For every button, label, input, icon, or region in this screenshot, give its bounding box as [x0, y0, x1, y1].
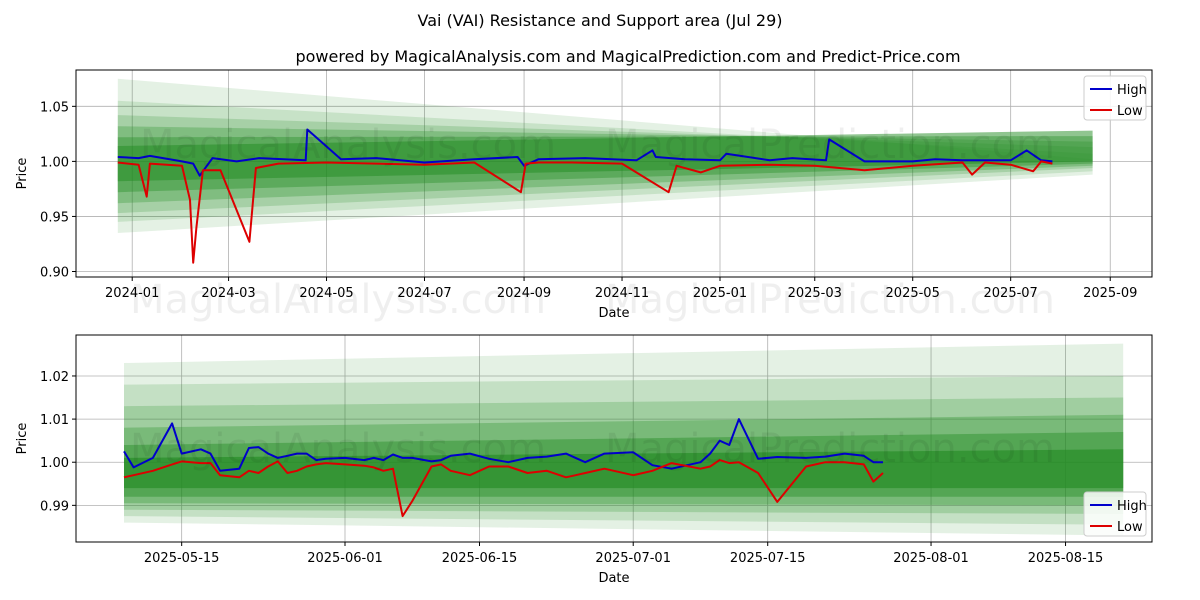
top-chart-frame — [75, 69, 1153, 278]
top-series-low-line — [117, 160, 1053, 264]
top-y-tick-label: 0.90 — [40, 265, 69, 280]
watermark-analysis-lower: MagicalAnalysis.com — [130, 277, 546, 323]
bottom-chart-frame — [75, 334, 1153, 543]
top-x-tick-label: 2025-05 — [886, 286, 940, 301]
bottom-y-tick-label: 1.00 — [40, 456, 69, 471]
chart-subtitle: powered by MagicalAnalysis.com and Magic… — [295, 47, 960, 66]
top-support-resistance-band — [117, 130, 1093, 182]
watermark-analysis-bottom: MagicalAnalysis.com — [130, 426, 546, 472]
top-y-tick-label: 1.00 — [40, 155, 69, 170]
bottom-y-tick-label: 0.99 — [40, 499, 69, 514]
top-chart-bands — [117, 78, 1093, 233]
bottom-x-tick-label: 2025-06-15 — [442, 551, 518, 566]
watermark-prediction: MagicalPrediction.com — [605, 122, 1055, 168]
watermark-prediction-bottom: MagicalPrediction.com — [605, 426, 1055, 472]
bottom-chart-x-label: Date — [598, 571, 629, 586]
top-x-tick-label: 2025-07 — [984, 286, 1038, 301]
watermark-analysis: MagicalAnalysis.com — [140, 122, 556, 168]
top-chart-legend: High Low — [1083, 75, 1147, 121]
top-x-tick-label: 2024-05 — [299, 286, 353, 301]
bottom-x-tick-label: 2025-05-15 — [144, 551, 220, 566]
bottom-x-tick-label: 2025-08-01 — [893, 551, 969, 566]
watermark-prediction-lower: MagicalPrediction.com — [605, 277, 1055, 323]
top-y-tick-label: 1.05 — [40, 100, 69, 115]
top-chart-x-ticks: 2024-01 2024-03 2024-05 2024-07 2024-09 2024-… — [105, 277, 1137, 301]
top-chart-y-label: Price — [15, 158, 30, 190]
top-x-tick-label: 2025-01 — [693, 286, 747, 301]
top-chart-y-ticks: 0.90 0.95 1.00 1.05 — [40, 100, 76, 280]
top-chart-x-label: Date — [598, 306, 629, 321]
bottom-legend-high-label: High — [1117, 499, 1147, 514]
top-x-tick-label: 2025-09 — [1083, 286, 1137, 301]
top-x-tick-label: 2024-11 — [595, 286, 649, 301]
top-chart-panel: MagicalAnalysis.com MagicalPrediction.co… — [15, 69, 1153, 323]
chart-title: Vai (VAI) Resistance and Support area (J… — [417, 11, 782, 30]
top-x-tick-label: 2025-03 — [788, 286, 842, 301]
top-chart-lines — [117, 128, 1053, 264]
bottom-chart-y-label: Price — [15, 423, 30, 455]
bottom-x-tick-label: 2025-08-15 — [1028, 551, 1104, 566]
top-x-tick-label: 2024-03 — [201, 286, 255, 301]
bottom-series-high-line — [123, 418, 883, 472]
top-legend-low-label: Low — [1117, 104, 1143, 119]
bottom-x-tick-label: 2025-07-01 — [595, 551, 671, 566]
top-series-high-line — [117, 128, 1053, 177]
bottom-x-tick-label: 2025-07-15 — [730, 551, 806, 566]
top-y-tick-label: 0.95 — [40, 210, 69, 225]
bottom-y-tick-label: 1.01 — [40, 413, 69, 428]
bottom-x-tick-label: 2025-06-01 — [307, 551, 383, 566]
top-x-tick-label: 2024-09 — [497, 286, 551, 301]
bottom-y-tick-label: 1.02 — [40, 370, 69, 385]
top-x-tick-label: 2024-07 — [397, 286, 451, 301]
bottom-legend-low-label: Low — [1117, 520, 1143, 535]
bottom-series-low-line — [123, 459, 884, 518]
top-x-tick-label: 2024-01 — [105, 286, 159, 301]
bottom-chart-x-ticks: 2025-05-15 2025-06-01 2025-06-15 2025-07-01… — [144, 542, 1103, 566]
bottom-chart-lines — [123, 418, 884, 518]
bottom-chart-bands — [124, 343, 1124, 536]
bottom-chart-y-ticks: 0.99 1.00 1.01 1.02 — [40, 370, 76, 514]
bottom-chart-legend: High Low — [1083, 491, 1147, 537]
top-legend-high-label: High — [1117, 83, 1147, 98]
bottom-chart-panel: MagicalAnalysis.com MagicalPrediction.co… — [15, 334, 1153, 586]
bottom-support-resistance-band — [124, 449, 1124, 489]
